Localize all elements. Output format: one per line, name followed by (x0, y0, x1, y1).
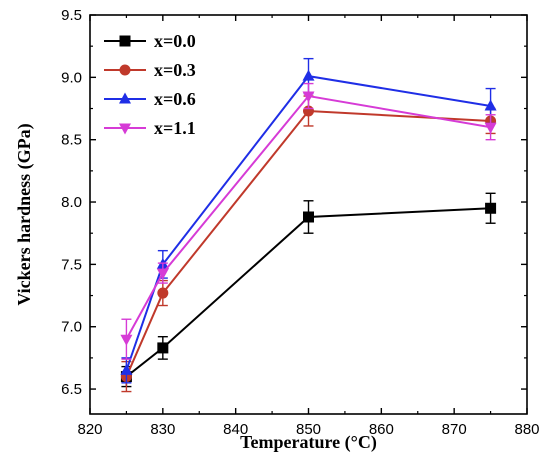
legend-entry: x=0.0 (104, 31, 196, 51)
data-point (302, 91, 315, 103)
legend: x=0.0 x=0.3 x=0.6 x=1.1 (104, 31, 196, 138)
data-point (485, 202, 497, 214)
x-tick-label: 860 (369, 421, 394, 438)
y-tick-label: 9.5 (61, 7, 82, 24)
series-x=1.1 (120, 82, 497, 360)
legend-marker (119, 64, 131, 76)
series-line (125, 75, 491, 371)
y-axis-label: Vickers hardness (GPa) (14, 123, 35, 305)
data-point (157, 287, 169, 299)
y-tick-label: 8.5 (61, 132, 82, 149)
legend-label: x=1.1 (154, 118, 196, 138)
axes: 820 830 840 850 860 870 880 6.5 7.0 7.5 8.0 8.5 9.0 9… (14, 7, 540, 453)
plot-area (120, 57, 497, 393)
data-point (157, 342, 169, 354)
x-tick-label: 820 (77, 421, 102, 438)
data-point (120, 363, 133, 375)
x-tick-label: 880 (514, 421, 539, 438)
y-tick-label: 7.5 (61, 256, 82, 273)
y-tick-label: 7.0 (61, 319, 82, 336)
x-tick-label: 840 (223, 421, 248, 438)
legend-marker (119, 123, 131, 135)
x-axis-label: Temperature (°C) (240, 432, 377, 453)
legend-entry: x=1.1 (104, 118, 196, 138)
legend-marker (119, 92, 131, 104)
series-x=0.3 (120, 95, 497, 393)
data-point (156, 268, 169, 280)
data-point (484, 99, 497, 111)
legend-label: x=0.0 (154, 31, 196, 51)
series-line (125, 94, 491, 340)
series-x=0.6 (120, 57, 497, 384)
y-tick-label: 6.5 (61, 381, 82, 398)
x-tick-label: 830 (150, 421, 175, 438)
series-line (125, 207, 491, 378)
data-point (303, 211, 314, 223)
series-line (125, 109, 491, 377)
series-x=0.0 (120, 192, 497, 388)
y-tick-label: 8.0 (61, 194, 82, 211)
legend-label: x=0.3 (154, 60, 196, 80)
y-tick-label: 9.0 (61, 69, 82, 86)
x-tick-label: 870 (442, 421, 467, 438)
legend-entry: x=0.3 (104, 60, 196, 80)
legend-entry: x=0.6 (104, 89, 196, 109)
data-point (302, 69, 315, 81)
x-tick-label: 850 (296, 421, 321, 438)
legend-marker (119, 35, 131, 47)
data-point (484, 122, 497, 134)
data-point (120, 334, 133, 346)
legend-label: x=0.6 (154, 89, 196, 109)
